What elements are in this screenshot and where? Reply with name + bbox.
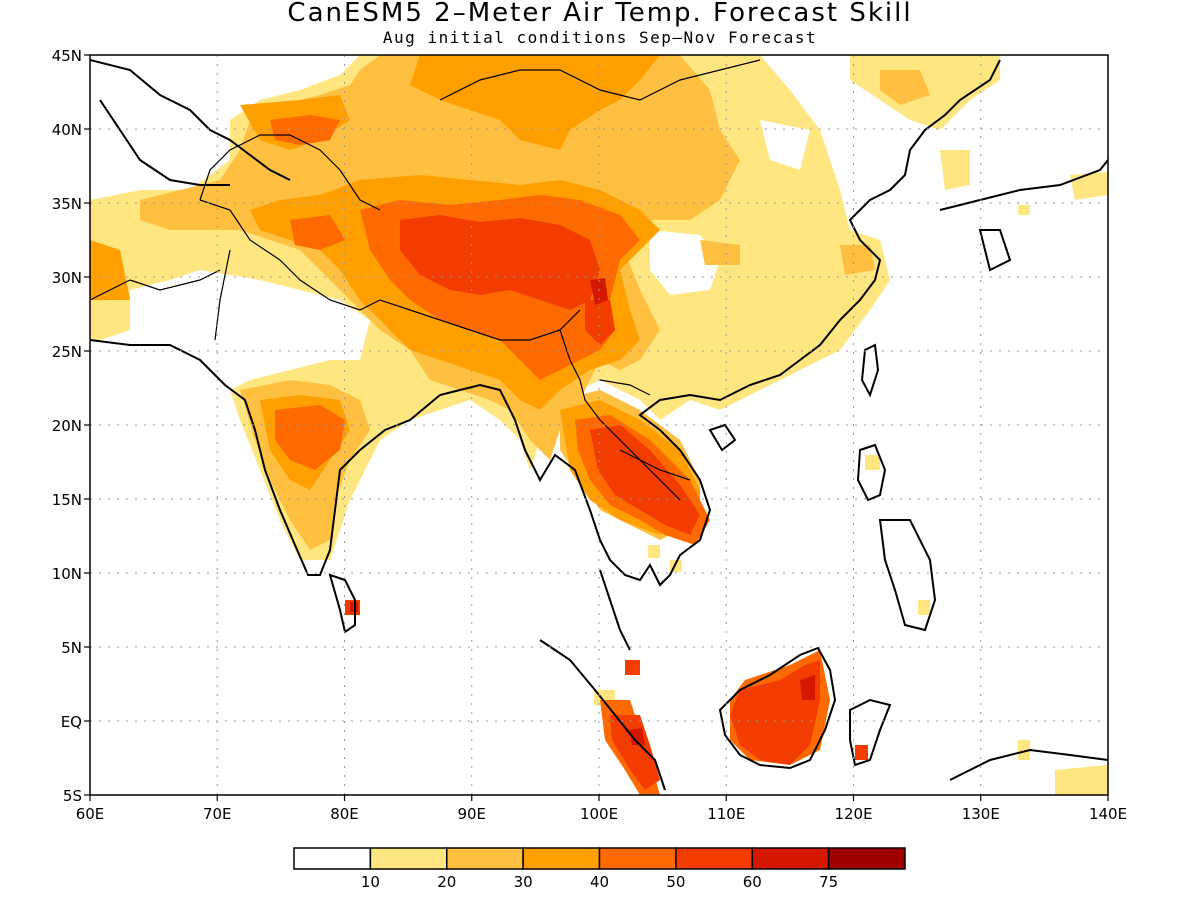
map-axes: 60E 70E 80E 90E 100E 110E 120E 130E 140E 45N 40N 35… [52,47,1127,823]
skill-band-60-75 [350,278,815,745]
lat-tick-label: 5N [61,639,82,657]
colorbar-label: 75 [819,873,838,891]
skill-band-50-60 [345,215,868,790]
lon-tick-label: 80E [330,805,359,823]
lon-tick-label: 140E [1089,805,1127,823]
lat-tick-label: 40N [52,121,82,139]
lon-tick-label: 130E [962,805,1000,823]
colorbar-label: 20 [437,873,456,891]
colorbar-label: 10 [361,873,380,891]
colorbar: 10 20 30 40 50 60 75 [293,847,906,891]
colorbar-label: 50 [666,873,685,891]
colorbar-swatch [675,847,753,870]
colorbar-swatch [522,847,601,870]
lat-tick-label: 10N [52,565,82,583]
lat-tick-label: 25N [52,343,82,361]
colorbar-swatch [751,847,830,870]
colorbar-swatch [293,847,372,870]
colorbar-label: 60 [743,873,762,891]
country-borders [90,59,761,501]
lat-tick-label: 5S [63,787,82,805]
lon-tick-label: 70E [203,805,232,823]
map-title: CanESM5 2–Meter Air Temp. Forecast Skill [287,0,913,28]
colorbar-swatch [446,847,524,870]
lat-tick-label: EQ [61,713,82,731]
lat-tick-label: 15N [52,491,82,509]
lat-tick-label: 20N [52,417,82,435]
colorbar-swatch [598,847,677,870]
lon-tick-label: 120E [834,805,872,823]
colorbar-label: 30 [514,873,533,891]
map-subtitle: Aug initial conditions Sep–Nov Forecast [382,28,818,47]
lat-tick-label: 30N [52,269,82,287]
colorbar-swatch [827,847,906,870]
lat-tick-label: 35N [52,195,82,213]
gridlines [90,55,1108,795]
colorbar-label: 40 [590,873,609,891]
lon-tick-label: 110E [707,805,745,823]
lon-tick-label: 100E [580,805,618,823]
lon-tick-label: 60E [76,805,105,823]
lat-tick-label: 45N [52,47,82,65]
colorbar-swatch [369,847,448,870]
lon-tick-label: 90E [457,805,486,823]
